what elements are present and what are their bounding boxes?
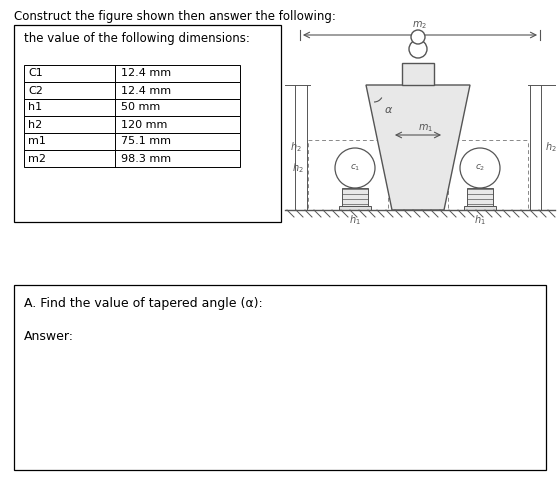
- Bar: [14, 25, 281, 222]
- Text: m2: m2: [28, 154, 46, 164]
- Polygon shape: [366, 85, 470, 210]
- Bar: [24, 99, 240, 116]
- Bar: [24, 116, 240, 133]
- Bar: [467, 188, 493, 206]
- Bar: [24, 82, 240, 99]
- Circle shape: [460, 148, 500, 188]
- Bar: [342, 188, 368, 206]
- Text: $h_1$: $h_1$: [349, 213, 361, 227]
- Text: $m_2$: $m_2$: [413, 19, 427, 31]
- Text: 50 mm: 50 mm: [121, 103, 160, 112]
- Text: A. Find the value of tapered angle (α):: A. Find the value of tapered angle (α):: [24, 297, 263, 310]
- Bar: [14, 285, 546, 470]
- Text: C2: C2: [28, 85, 43, 96]
- Text: the value of the following dimensions:: the value of the following dimensions:: [24, 32, 250, 45]
- Bar: [339, 206, 371, 210]
- Bar: [285, 25, 555, 425]
- Text: 12.4 mm: 12.4 mm: [121, 85, 171, 96]
- Bar: [402, 63, 434, 85]
- Text: $h_1$: $h_1$: [474, 213, 486, 227]
- Text: $c_2$: $c_2$: [475, 163, 485, 173]
- Bar: [24, 150, 240, 167]
- Text: h2: h2: [28, 120, 42, 130]
- Text: h1: h1: [28, 103, 42, 112]
- Bar: [24, 65, 240, 82]
- Text: $h_2$: $h_2$: [290, 141, 302, 155]
- Text: $c_1$: $c_1$: [350, 163, 360, 173]
- Text: 98.3 mm: 98.3 mm: [121, 154, 171, 164]
- Circle shape: [335, 148, 375, 188]
- Text: $h_2$: $h_2$: [292, 161, 304, 175]
- Text: Construct the figure shown then answer the following:: Construct the figure shown then answer t…: [14, 10, 336, 23]
- Circle shape: [409, 40, 427, 58]
- Text: C1: C1: [28, 69, 43, 79]
- Text: $m_1$: $m_1$: [418, 122, 433, 134]
- Text: 12.4 mm: 12.4 mm: [121, 69, 171, 79]
- Text: Answer:: Answer:: [24, 330, 74, 343]
- Text: m1: m1: [28, 136, 46, 146]
- Text: 120 mm: 120 mm: [121, 120, 167, 130]
- Text: $h_2$: $h_2$: [545, 141, 557, 155]
- Text: α: α: [384, 105, 391, 115]
- Bar: [464, 206, 496, 210]
- Circle shape: [411, 30, 425, 44]
- Text: 75.1 mm: 75.1 mm: [121, 136, 171, 146]
- Bar: [24, 133, 240, 150]
